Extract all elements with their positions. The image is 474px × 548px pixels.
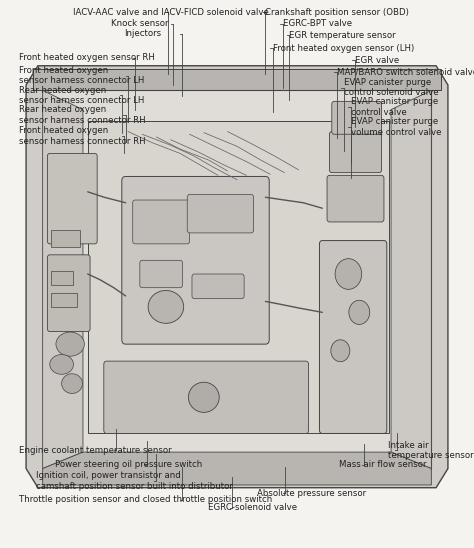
Polygon shape bbox=[43, 452, 431, 485]
FancyBboxPatch shape bbox=[327, 175, 384, 222]
Polygon shape bbox=[33, 68, 441, 90]
Text: EVAP canister purge
control valve: EVAP canister purge control valve bbox=[351, 97, 438, 117]
FancyBboxPatch shape bbox=[104, 361, 309, 433]
Bar bbox=[51, 293, 77, 307]
FancyBboxPatch shape bbox=[192, 274, 244, 299]
Text: Rear heated oxygen
sensor harness connector RH: Rear heated oxygen sensor harness connec… bbox=[19, 105, 146, 125]
FancyBboxPatch shape bbox=[140, 260, 182, 288]
Text: Knock sensor: Knock sensor bbox=[111, 19, 169, 28]
FancyBboxPatch shape bbox=[319, 241, 387, 433]
Text: Ignition coil, power transistor and
camshaft position sensor built into distribu: Ignition coil, power transistor and cams… bbox=[36, 471, 232, 491]
Circle shape bbox=[349, 300, 370, 324]
Text: Throttle position sensor and closed throttle position switch: Throttle position sensor and closed thro… bbox=[19, 495, 272, 504]
Text: Crankshaft position sensor (OBD): Crankshaft position sensor (OBD) bbox=[265, 8, 410, 16]
Ellipse shape bbox=[148, 290, 183, 323]
Bar bbox=[51, 271, 73, 285]
Text: MAP/BARO switch solenoid valve: MAP/BARO switch solenoid valve bbox=[337, 68, 474, 77]
Text: EGRC-solenoid valve: EGRC-solenoid valve bbox=[208, 504, 297, 512]
Text: Intake air
temperature sensor: Intake air temperature sensor bbox=[388, 441, 474, 460]
Polygon shape bbox=[391, 90, 431, 469]
FancyBboxPatch shape bbox=[47, 153, 97, 244]
Text: Front heated oxygen sensor (LH): Front heated oxygen sensor (LH) bbox=[273, 44, 414, 53]
FancyBboxPatch shape bbox=[329, 132, 382, 173]
Polygon shape bbox=[43, 90, 431, 469]
Text: IACV-AAC valve and IACV-FICD solenoid valve: IACV-AAC valve and IACV-FICD solenoid va… bbox=[73, 8, 269, 16]
Text: Engine coolant temperature sensor: Engine coolant temperature sensor bbox=[19, 446, 172, 455]
FancyBboxPatch shape bbox=[332, 101, 382, 134]
Text: EGR temperature sensor: EGR temperature sensor bbox=[289, 31, 396, 39]
Text: Rear heated oxygen
sensor harness connector LH: Rear heated oxygen sensor harness connec… bbox=[19, 85, 145, 105]
Text: Mass air flow sensor: Mass air flow sensor bbox=[339, 460, 427, 469]
Text: Front heated oxygen
sensor harness connector LH: Front heated oxygen sensor harness conne… bbox=[19, 66, 145, 85]
Polygon shape bbox=[43, 90, 83, 469]
Text: EGRC-BPT valve: EGRC-BPT valve bbox=[283, 19, 352, 28]
FancyBboxPatch shape bbox=[133, 200, 190, 244]
Polygon shape bbox=[88, 121, 389, 433]
Text: EVAP canister purge
volume control valve: EVAP canister purge volume control valve bbox=[351, 117, 441, 137]
Text: Absolute pressure sensor: Absolute pressure sensor bbox=[257, 489, 366, 498]
Ellipse shape bbox=[188, 383, 219, 412]
Text: EGR valve: EGR valve bbox=[355, 56, 399, 65]
FancyBboxPatch shape bbox=[122, 176, 269, 344]
Bar bbox=[51, 230, 80, 247]
Text: Injectors: Injectors bbox=[124, 30, 161, 38]
Circle shape bbox=[331, 340, 350, 362]
Circle shape bbox=[335, 259, 362, 289]
Ellipse shape bbox=[50, 355, 73, 374]
Text: EVAP canister purge
control solenoid valve: EVAP canister purge control solenoid val… bbox=[344, 78, 438, 98]
Ellipse shape bbox=[56, 332, 84, 356]
Text: Front heated oxygen
sensor harness connector RH: Front heated oxygen sensor harness conne… bbox=[19, 126, 146, 146]
Polygon shape bbox=[26, 66, 448, 488]
Text: Power steering oil pressure switch: Power steering oil pressure switch bbox=[55, 460, 202, 469]
FancyBboxPatch shape bbox=[187, 195, 254, 233]
Text: Front heated oxygen sensor RH: Front heated oxygen sensor RH bbox=[19, 53, 155, 62]
Ellipse shape bbox=[62, 374, 82, 393]
FancyBboxPatch shape bbox=[47, 255, 90, 332]
